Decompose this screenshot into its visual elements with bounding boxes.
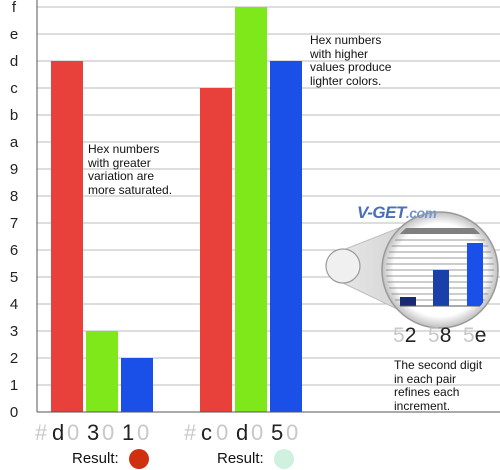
y-tick-label: 5 — [10, 269, 18, 286]
y-tick-label: 1 — [10, 377, 18, 394]
hex-digit: d — [52, 420, 64, 445]
zoom-lens-content — [386, 228, 494, 307]
hex-digit: 0 — [251, 420, 263, 445]
y-tick-label: 3 — [10, 323, 18, 340]
hex-digit: 3 — [87, 420, 99, 445]
hex-labels: # d 0 3 0 1 0 # c 0 d 0 5 0 — [35, 420, 298, 445]
y-tick-label: f — [12, 0, 17, 16]
bar-c0d050-green — [235, 7, 267, 412]
bars — [51, 7, 302, 412]
y-tick-label: 8 — [10, 188, 18, 205]
hex-digit: 5 — [271, 420, 283, 445]
lightness-note: Hex numbers with higher values produce l… — [310, 33, 392, 88]
y-tick-label: b — [10, 107, 18, 124]
result-swatch-1 — [129, 449, 149, 469]
bar-d03010-blue — [121, 358, 153, 412]
bar-c0d050-blue — [270, 61, 302, 412]
gridlines — [37, 6, 500, 386]
y-tick-label: d — [10, 53, 18, 70]
zoom-digit-label: 52 — [393, 324, 416, 347]
hex-digit: 0 — [286, 420, 298, 445]
result-label-1: Result: — [72, 450, 119, 467]
y-tick-label: 9 — [10, 161, 18, 178]
zoom-source-circle — [325, 248, 361, 284]
second-digit-note: The second digit in each pair refines ea… — [394, 358, 483, 413]
y-tick-label: 0 — [10, 404, 18, 421]
hex-digit: # — [184, 420, 197, 445]
zoom-bar — [400, 297, 416, 306]
hex-digit: 0 — [137, 420, 149, 445]
zoom-digit-label: 58 — [428, 324, 451, 347]
zoom-inset: 52 58 5e — [325, 211, 499, 347]
watermark-main: V-GET — [357, 203, 406, 222]
zoom-top-band — [386, 228, 494, 234]
y-tick-label: 7 — [10, 215, 18, 232]
y-tick-label: e — [10, 26, 18, 43]
zoom-bar — [467, 243, 483, 306]
zoom-digit-label: 5e — [463, 324, 486, 347]
hex-digit: 0 — [216, 420, 228, 445]
watermark-domain: .com — [405, 205, 437, 221]
hex-digit: 1 — [122, 420, 134, 445]
hex-digit: d — [236, 420, 248, 445]
hex-digit: 0 — [102, 420, 114, 445]
bar-c0d050-red — [200, 88, 232, 412]
y-tick-label: c — [10, 80, 18, 97]
zoom-bar — [433, 270, 449, 306]
watermark-logo: V-GET.com — [357, 203, 437, 223]
y-tick-label: 2 — [10, 350, 18, 367]
y-tick-label: 6 — [10, 242, 18, 259]
axes — [36, 0, 500, 413]
hex-digit: c — [201, 420, 212, 445]
bar-d03010-green — [86, 331, 118, 412]
saturation-note: Hex numbers with greater variation are m… — [88, 142, 173, 197]
hex-digit: 0 — [67, 420, 79, 445]
bar-d03010-red — [51, 61, 83, 412]
result-swatch-2 — [274, 449, 294, 469]
hex-digit: # — [35, 420, 48, 445]
y-tick-label: 4 — [10, 296, 18, 313]
result-label-2: Result: — [217, 450, 264, 467]
y-tick-label: a — [10, 134, 19, 151]
